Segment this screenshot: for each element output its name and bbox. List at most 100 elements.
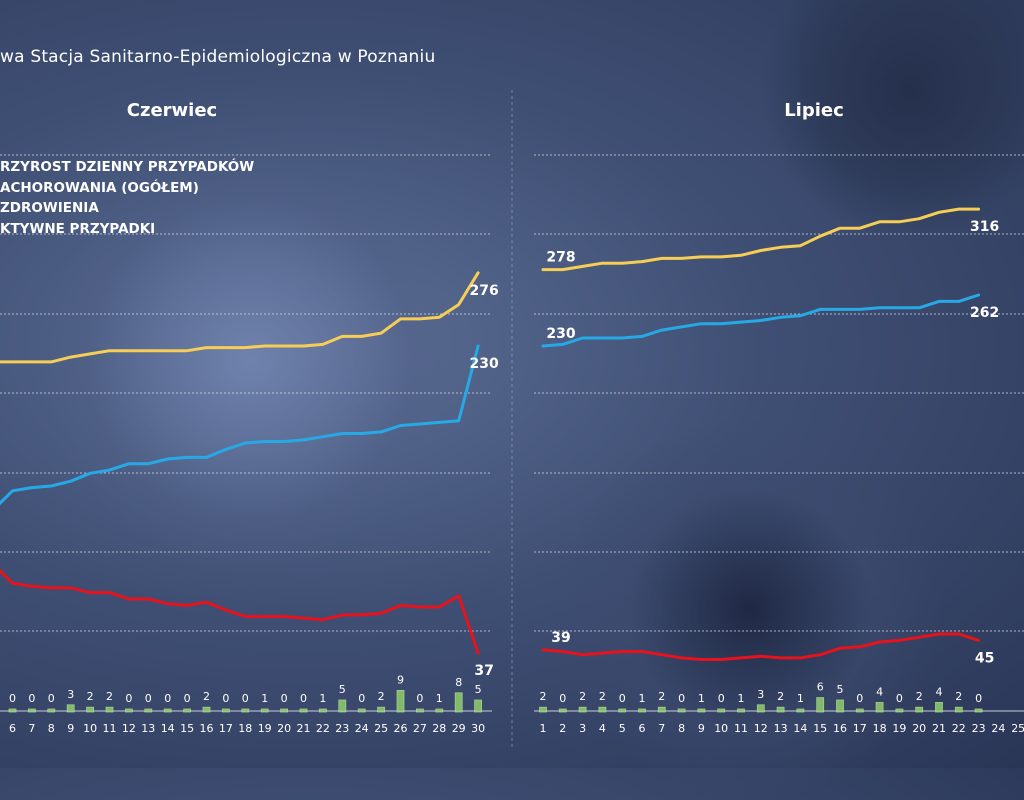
daily-bar <box>558 708 567 713</box>
daily-bar <box>717 708 726 713</box>
end-label-recoveries: 262 <box>970 305 999 321</box>
page-title: wa Stacja Sanitarno-Epidemiologiczna w P… <box>0 47 436 67</box>
x-tick-label: 9 <box>67 722 74 735</box>
daily-bar-label: 6 <box>817 681 824 694</box>
end-label-active: 45 <box>975 650 994 666</box>
daily-bar <box>318 708 327 713</box>
x-tick-label: 11 <box>103 722 117 735</box>
x-tick-label: 12 <box>754 722 768 735</box>
x-tick-label: 13 <box>774 722 788 735</box>
daily-bar-label: 4 <box>876 685 883 698</box>
legend-item-active: KTYWNE PRZYPADKI <box>0 220 156 237</box>
x-tick-label: 26 <box>394 722 408 735</box>
daily-bar-label: 1 <box>698 692 705 705</box>
daily-bar-label: 1 <box>797 692 804 705</box>
series-line-cases_total <box>0 271 480 364</box>
daily-bar <box>816 697 825 713</box>
daily-bar <box>776 706 785 713</box>
x-tick-label: 7 <box>28 722 35 735</box>
x-tick-label: 17 <box>219 722 233 735</box>
end-label-active: 37 <box>474 663 493 679</box>
daily-bar <box>474 699 483 713</box>
x-tick-label: 14 <box>793 722 807 735</box>
daily-bar-label: 0 <box>300 692 307 705</box>
daily-bar-label: 2 <box>106 690 113 703</box>
daily-bar-label: 1 <box>436 692 443 705</box>
daily-bar-label: 2 <box>540 690 547 703</box>
daily-bar-label: 9 <box>397 673 404 686</box>
x-tick-label: 2 <box>559 722 566 735</box>
end-label-cases_total: 316 <box>970 219 999 235</box>
x-tick-label: 6 <box>9 722 16 735</box>
panel-title-july: Lipiec <box>784 100 844 121</box>
daily-bar <box>954 706 963 713</box>
x-tick-label: 6 <box>639 722 646 735</box>
daily-bar <box>299 708 308 713</box>
daily-bar <box>357 708 366 713</box>
daily-bar-label: 2 <box>599 690 606 703</box>
daily-bar-label: 0 <box>856 692 863 705</box>
x-tick-label: 18 <box>873 722 887 735</box>
daily-bar-label: 2 <box>955 690 962 703</box>
daily-bar-label: 4 <box>936 685 943 698</box>
start-label-cases_total: 278 <box>546 250 575 266</box>
daily-bar-label: 2 <box>916 690 923 703</box>
daily-bar <box>183 708 192 713</box>
x-tick-label: 27 <box>413 722 427 735</box>
x-tick-label: 3 <box>579 722 586 735</box>
legend-item-recoveries: ZDROWIENIA <box>0 200 99 216</box>
x-tick-label: 1 <box>540 722 547 735</box>
daily-bar-label: 0 <box>416 692 423 705</box>
daily-bar-label: 2 <box>378 690 385 703</box>
daily-bar <box>221 708 230 713</box>
x-tick-label: 28 <box>432 722 446 735</box>
daily-bar-label: 0 <box>28 692 35 705</box>
legend-item-cases: ACHOROWANIA (OGÓŁEM) <box>0 179 199 196</box>
daily-bar-label: 2 <box>203 690 210 703</box>
daily-bar-label: 2 <box>579 690 586 703</box>
daily-bar <box>105 706 114 713</box>
daily-bar <box>241 708 250 713</box>
daily-bar <box>27 708 36 713</box>
daily-bar-label: 0 <box>222 692 229 705</box>
daily-bar-label: 0 <box>718 692 725 705</box>
daily-bar <box>737 708 745 713</box>
chart-canvas: 6 7 8 9 10 11 12 13 14 15 16 17 18 19 20 21 22 23 24 25 26 27… <box>0 90 1024 750</box>
daily-bar <box>598 706 607 713</box>
x-tick-label: 21 <box>932 722 946 735</box>
daily-bar-label: 1 <box>319 692 326 705</box>
x-tick-label: 12 <box>122 722 136 735</box>
x-tick-label: 10 <box>714 722 728 735</box>
daily-bar <box>974 708 983 713</box>
daily-bar <box>836 699 844 713</box>
x-tick-label: 17 <box>853 722 867 735</box>
daily-bar <box>935 702 943 713</box>
daily-bar-label: 1 <box>738 692 745 705</box>
daily-bar-label: 1 <box>639 692 646 705</box>
x-tick-label: 23 <box>972 722 986 735</box>
daily-bar-label: 5 <box>339 683 346 696</box>
start-label-active: 39 <box>551 630 570 646</box>
daily-bar <box>618 708 627 713</box>
x-tick-label: 15 <box>180 722 194 735</box>
x-tick-label: 8 <box>678 722 685 735</box>
x-tick-label: 20 <box>912 722 926 735</box>
x-tick-label: 14 <box>161 722 175 735</box>
daily-bar-label: 0 <box>358 692 365 705</box>
daily-bar-label: 0 <box>184 692 191 705</box>
daily-bar <box>657 706 666 713</box>
start-label-recoveries: 230 <box>546 326 575 342</box>
daily-bar <box>697 708 706 713</box>
daily-bar <box>144 708 153 713</box>
x-tick-label: 4 <box>599 722 606 735</box>
x-tick-label: 25 <box>374 722 388 735</box>
x-tick-label: 29 <box>452 722 466 735</box>
daily-bar-label: 2 <box>658 690 665 703</box>
daily-bar <box>338 699 347 713</box>
daily-bar <box>396 690 405 713</box>
daily-bar <box>796 708 805 713</box>
daily-bar <box>377 706 386 713</box>
daily-bar <box>260 708 269 713</box>
daily-bar <box>415 708 424 713</box>
daily-bar-label: 2 <box>87 690 94 703</box>
